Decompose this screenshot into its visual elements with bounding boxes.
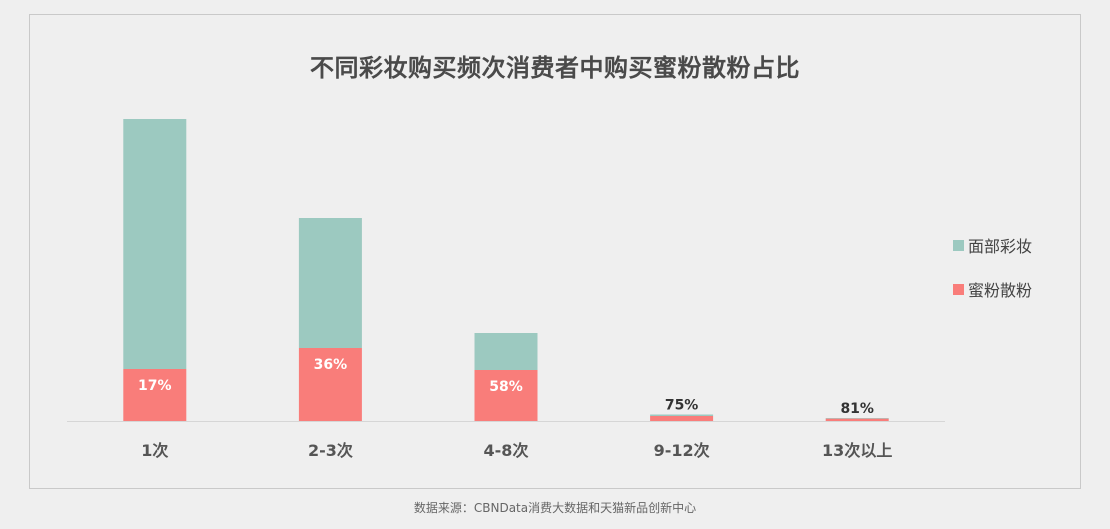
category-label: 9-12次	[654, 441, 710, 460]
bar-face-makeup	[474, 333, 538, 370]
source-note: 数据来源：CBNData消费大数据和天猫新品创新中心	[413, 501, 697, 515]
bar-face-makeup	[825, 418, 889, 419]
bar-face-makeup	[298, 218, 362, 348]
bar-loose-powder	[650, 416, 714, 421]
data-label: 58%	[489, 379, 523, 395]
chart-frame	[29, 14, 1081, 489]
bar-face-makeup	[123, 119, 187, 369]
category-label: 4-8次	[484, 441, 529, 460]
category-label: 2-3次	[308, 441, 353, 460]
legend-label-face-makeup: 面部彩妆	[968, 237, 1033, 256]
legend-swatch-loose-powder	[953, 283, 964, 295]
data-label: 17%	[138, 378, 172, 394]
bar-loose-powder	[474, 370, 538, 421]
bar-face-makeup	[650, 414, 714, 416]
data-label: 81%	[840, 401, 874, 417]
category-label: 1次	[141, 441, 168, 460]
chart-legend: 面部彩妆 蜜粉散粉	[953, 234, 1032, 322]
bar-loose-powder	[123, 369, 187, 421]
bar-loose-powder	[298, 348, 362, 421]
data-label: 75%	[665, 398, 699, 414]
chart-title: 不同彩妆购买频次消费者中购买蜜粉散粉占比	[310, 54, 800, 82]
data-label: 36%	[314, 357, 348, 373]
category-label: 13次以上	[822, 441, 892, 460]
legend-label-loose-powder: 蜜粉散粉	[968, 281, 1033, 300]
legend-swatch-face-makeup	[953, 239, 964, 251]
bar-loose-powder	[825, 418, 889, 421]
legend-item-face-makeup: 面部彩妆	[953, 234, 1032, 256]
legend-item-loose-powder: 蜜粉散粉	[953, 278, 1032, 300]
